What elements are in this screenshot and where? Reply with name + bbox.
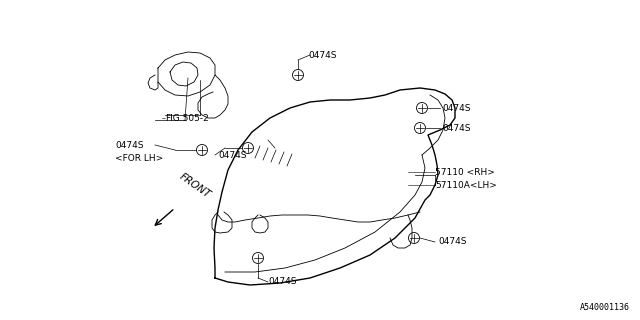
Text: 0474S: 0474S bbox=[308, 51, 337, 60]
Text: 57110A<LH>: 57110A<LH> bbox=[435, 180, 497, 189]
Text: 0474S: 0474S bbox=[115, 140, 143, 149]
Text: 0474S: 0474S bbox=[438, 237, 467, 246]
Text: 0474S: 0474S bbox=[218, 150, 246, 159]
Text: 0474S: 0474S bbox=[442, 103, 470, 113]
Text: FRONT: FRONT bbox=[178, 172, 213, 200]
Text: 0474S: 0474S bbox=[442, 124, 470, 132]
Text: 0474S: 0474S bbox=[268, 277, 296, 286]
Text: A540001136: A540001136 bbox=[580, 303, 630, 312]
Text: <FOR LH>: <FOR LH> bbox=[115, 154, 163, 163]
Text: FIG.505-2: FIG.505-2 bbox=[165, 114, 209, 123]
Text: 57110 <RH>: 57110 <RH> bbox=[435, 167, 495, 177]
